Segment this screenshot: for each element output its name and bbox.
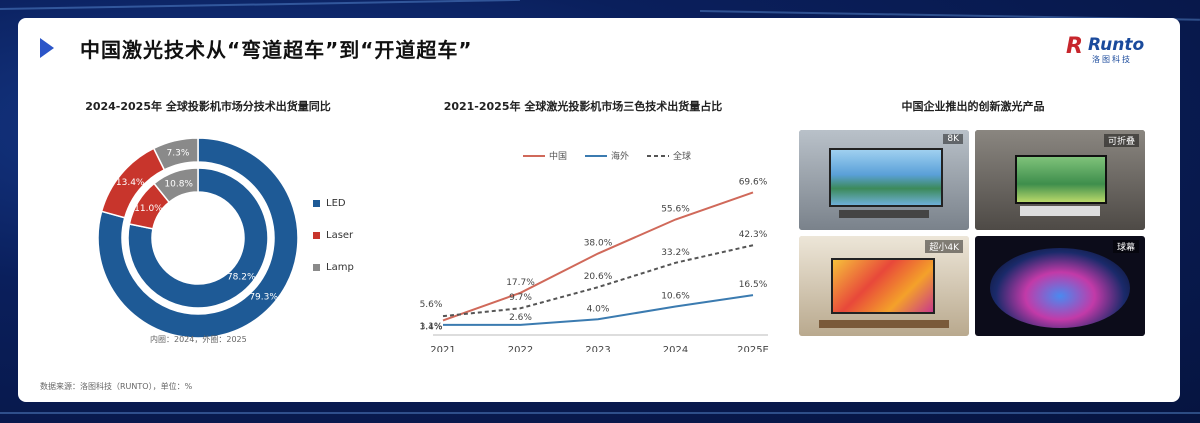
data-label: 5.6% bbox=[420, 300, 443, 310]
data-label: 55.6% bbox=[661, 205, 690, 215]
donut-outer-slice-led bbox=[98, 138, 298, 338]
donut-inner-label-lamp: 10.8% bbox=[164, 179, 193, 189]
legend-label: LED bbox=[326, 198, 346, 209]
donut-chart-title: 2024-2025年 全球投影机市场分技术出货量同比 bbox=[85, 100, 331, 113]
line-chart-title: 2021-2025年 全球激光投影机市场三色技术出货量占比 bbox=[443, 100, 723, 113]
series-line-0 bbox=[442, 191, 754, 322]
runto-logo: R Runto 洛图科技 bbox=[1066, 32, 1162, 66]
x-tick-label: 2021 bbox=[430, 345, 455, 352]
data-source-note: 数据来源：洛图科技（RUNTO），单位：% bbox=[40, 382, 193, 391]
x-tick-label: 2022 bbox=[508, 345, 533, 352]
logo-r-mark-icon: R bbox=[1066, 34, 1083, 59]
product-photo-mini4k: 超小4K bbox=[799, 236, 969, 336]
tv-cabinet bbox=[839, 210, 929, 218]
legend-item-lamp: Lamp bbox=[313, 262, 354, 273]
screen-landscape bbox=[1015, 155, 1107, 204]
logo-text: Runto bbox=[1088, 35, 1145, 55]
product-tag: 可折叠 bbox=[1103, 134, 1139, 147]
screen-colorful bbox=[831, 258, 935, 314]
data-label: 69.6% bbox=[739, 177, 768, 187]
data-label: 20.6% bbox=[584, 272, 613, 282]
data-label: 33.2% bbox=[661, 248, 690, 258]
donut-chart: 78.2% 11.0% 10.8% 79.3% 13.4% 7.3% bbox=[98, 138, 298, 338]
donut-inner-label-laser: 11.0% bbox=[134, 204, 163, 214]
logo-subtext: 洛图科技 bbox=[1092, 55, 1132, 64]
product-photo-foldable: 可折叠 bbox=[975, 130, 1145, 230]
x-tick-label: 2025E bbox=[737, 345, 769, 352]
bg-streak bbox=[0, 0, 520, 10]
bg-streak bbox=[0, 412, 1200, 414]
product-photo-dome: 球幕 bbox=[975, 236, 1145, 336]
products-title: 中国企业推出的创新激光产品 bbox=[901, 100, 1045, 113]
legend-swatch bbox=[313, 231, 320, 239]
product-tag: 8K bbox=[943, 134, 963, 144]
series-line-2 bbox=[442, 244, 754, 318]
page-title: 中国激光技术从“弯道超车”到“开道超车” bbox=[80, 38, 473, 62]
data-label: 9.7% bbox=[509, 293, 532, 303]
data-label: 10.6% bbox=[661, 292, 690, 302]
legend-swatch bbox=[313, 263, 320, 271]
donut-inner-slice-led bbox=[127, 167, 269, 309]
data-label: 42.3% bbox=[739, 230, 768, 240]
tv-cabinet bbox=[819, 320, 949, 328]
legend-label: 海外 bbox=[611, 150, 629, 162]
tv-cabinet bbox=[1020, 206, 1100, 216]
dome-screen bbox=[990, 248, 1130, 328]
legend-swatch bbox=[313, 199, 320, 207]
donut-outer-label-led: 79.3% bbox=[249, 293, 278, 303]
product-photo-8k: 8K bbox=[799, 130, 969, 230]
data-label: 38.0% bbox=[584, 239, 613, 249]
product-tag: 超小4K bbox=[925, 240, 963, 253]
x-tick-label: 2023 bbox=[585, 345, 610, 352]
donut-outer-label-lamp: 7.3% bbox=[167, 148, 190, 158]
series-line-1 bbox=[443, 294, 754, 326]
legend-label: Lamp bbox=[326, 262, 354, 273]
legend-label: Laser bbox=[326, 230, 354, 241]
line-chart: 2021 2022 2023 2024 2025E 中国 海外 全球 3.4% 17.7% 38.0… bbox=[420, 150, 769, 352]
data-label: 16.5% bbox=[739, 280, 768, 290]
donut-outer-slice-lamp bbox=[152, 138, 199, 171]
legend-item-laser: Laser bbox=[313, 230, 353, 241]
donut-inner-slice-lamp bbox=[153, 167, 199, 204]
data-label: 17.7% bbox=[506, 278, 535, 288]
screen-landscape bbox=[829, 148, 943, 207]
data-label: 1.1% bbox=[420, 322, 443, 332]
legend-label: 全球 bbox=[673, 150, 691, 162]
data-label: 3.4% bbox=[420, 322, 443, 332]
content-card: 中国激光技术从“弯道超车”到“开道超车” R Runto 洛图科技 2024-2… bbox=[18, 18, 1180, 402]
donut-outer-label-laser: 13.4% bbox=[116, 178, 145, 188]
data-label: 2.6% bbox=[509, 313, 532, 323]
play-arrow-icon bbox=[40, 38, 54, 58]
legend-label: 中国 bbox=[549, 150, 567, 162]
product-tag: 球幕 bbox=[1112, 240, 1139, 253]
data-label: 4.0% bbox=[587, 304, 610, 314]
donut-ring-note: 内圈：2024，外圈：2025 bbox=[150, 335, 247, 344]
x-tick-label: 2024 bbox=[663, 345, 688, 352]
donut-inner-label-led: 78.2% bbox=[227, 273, 256, 283]
legend-item-led: LED bbox=[313, 198, 346, 209]
